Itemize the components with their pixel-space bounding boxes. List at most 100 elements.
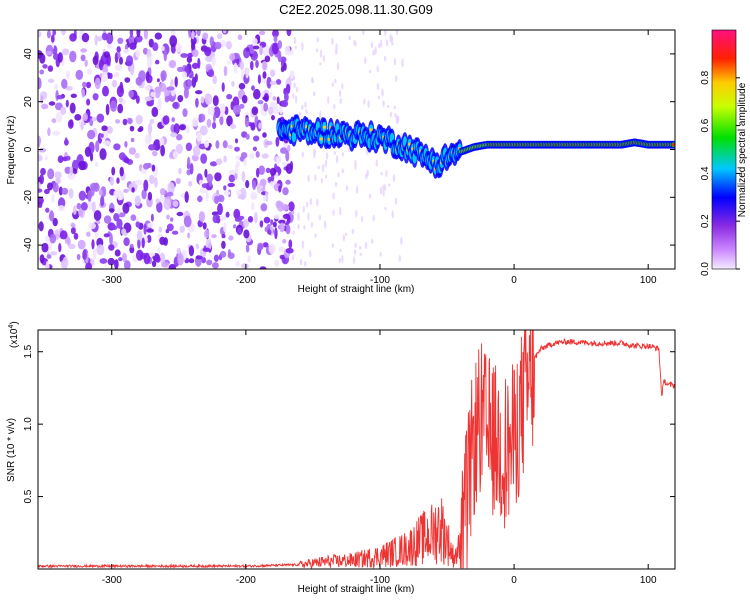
noise-blob [257,242,264,251]
noise-blob [50,251,58,256]
noise-blob [305,201,309,208]
noise-blob [337,172,340,178]
noise-blob [87,68,93,75]
noise-blob [93,210,102,221]
noise-blob [362,30,365,36]
noise-blob [354,242,357,248]
noise-blob [222,30,227,34]
noise-blob [331,37,334,45]
noise-blob [91,117,97,122]
noise-blob [272,221,277,228]
noise-blob [183,215,192,228]
noise-blob [254,211,258,224]
noise-blob [40,167,46,176]
noise-blob [141,189,147,200]
noise-blob [202,32,209,40]
noise-blob [118,152,126,161]
noise-blob [138,126,144,132]
noise-blob [57,52,63,63]
noise-blob [262,71,267,79]
noise-blob [228,174,236,183]
noise-blob [288,239,293,249]
noise-blob [38,181,41,189]
noise-blob [372,214,375,222]
noise-blob [185,125,190,134]
noise-blob [191,49,199,57]
noise-blob [192,145,201,157]
noise-blob [200,153,208,164]
noise-blob [198,113,206,123]
noise-blob [235,260,240,267]
noise-blob [202,222,207,230]
noise-blob [195,255,203,260]
noise-blob [141,237,145,249]
noise-blob [39,53,46,64]
noise-blob [121,228,127,235]
noise-blob [156,201,163,213]
noise-blob [45,260,50,269]
noise-blob [147,222,153,228]
noise-blob [47,65,54,72]
noise-blob [393,105,396,110]
noise-blob [102,140,111,146]
noise-blob [144,96,152,102]
noise-blob [384,206,387,211]
noise-blob [160,144,166,157]
noise-blob [243,158,247,167]
noise-blob [227,249,231,257]
noise-blob [235,161,240,168]
noise-blob [401,58,404,68]
noise-blob [339,97,342,105]
noise-blob [148,144,156,151]
noise-blob [143,223,147,235]
noise-blob [338,89,342,98]
noise-blob [334,78,337,84]
noise-blob [166,86,175,91]
noise-blob [226,115,233,127]
noise-blob [280,66,285,73]
noise-blob [252,180,257,190]
noise-blob [212,75,217,85]
noise-blob [234,138,239,144]
noise-blob [160,45,165,52]
noise-blob [70,93,78,99]
noise-blob [47,127,51,137]
noise-blob [279,222,285,233]
noise-blob [293,82,296,89]
noise-blob [186,79,192,87]
noise-blob [78,209,83,217]
top-x-axis-ticks: -300 -200 -100 0 100 [102,30,657,286]
noise-blob [304,101,307,109]
noise-blob [122,118,128,126]
noise-blob [167,182,175,194]
noise-blob [204,47,212,57]
noise-blob [252,37,258,45]
noise-blob [117,103,124,114]
noise-blob [169,35,178,47]
noise-blob [175,143,183,154]
noise-blob [332,209,335,216]
colorbar-tick-label: 0.0 [700,262,711,276]
bottom-x-axis-label: Height of straight line (km) [298,584,415,595]
noise-blob [128,147,136,155]
noise-blob [114,259,119,269]
noise-blob [251,85,255,91]
noise-blob [294,45,297,50]
noise-blob [204,139,210,148]
colorbar-tick-label: 0.8 [700,70,711,84]
noise-blob [106,32,114,45]
noise-blob [253,135,260,142]
noise-blob [316,198,319,207]
noise-blob [176,247,181,255]
noise-blob [185,142,193,152]
noise-blob [211,211,219,216]
noise-blob [231,80,235,87]
noise-blob [60,106,67,116]
noise-blob [276,96,280,105]
noise-blob [94,161,99,168]
noise-blob [250,60,254,71]
noise-blob [163,198,171,211]
noise-blob [122,202,130,214]
noise-blob [89,151,94,162]
x-tick-label: -200 [236,575,256,586]
